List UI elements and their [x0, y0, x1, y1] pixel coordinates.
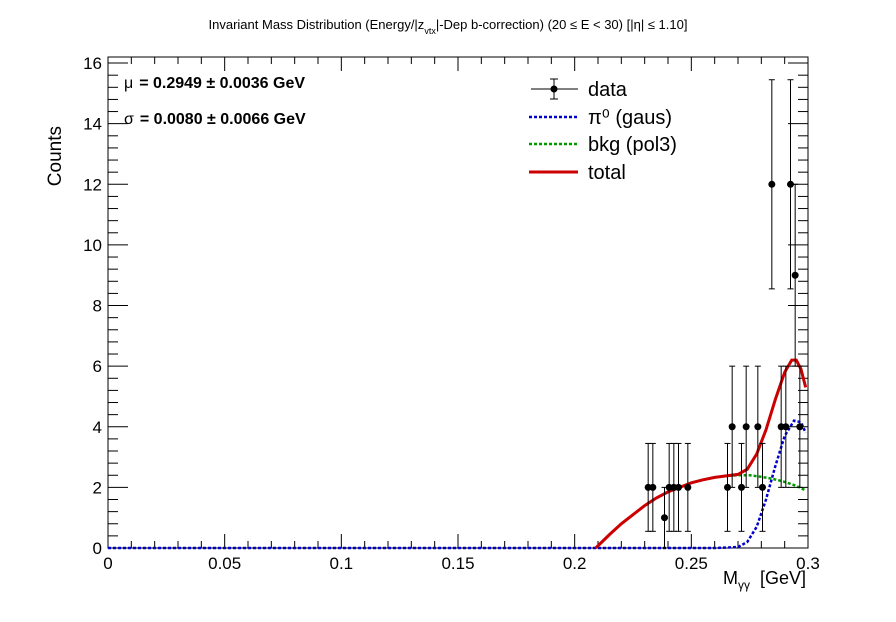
data-point	[791, 183, 799, 367]
y-axis: 0 2 4 6 8 10 12 14 16	[83, 54, 808, 558]
data-point	[796, 365, 804, 488]
x-axis-label-sub: γγ	[738, 578, 750, 592]
legend-entry-data: data	[531, 78, 628, 101]
data-point-marker	[742, 423, 750, 431]
data-point-marker	[754, 423, 762, 431]
y-tick-label: 14	[83, 115, 102, 134]
legend-total-label: total	[588, 162, 626, 184]
chart-title-main: Invariant Mass Distribution (Energy/|z	[209, 17, 425, 32]
fit-param-mu: μ = 0.2949 ± 0.0036 GeV	[124, 75, 305, 92]
data-point	[738, 442, 745, 532]
data-point-marker	[759, 483, 766, 491]
data-point-marker	[684, 483, 692, 491]
plot-frame	[107, 56, 809, 549]
data-point-marker	[787, 180, 794, 188]
x-tick-label: 0.25	[675, 554, 708, 573]
data-point	[684, 442, 692, 532]
y-tick-label: 12	[83, 175, 102, 194]
x-tick-label: 0.3	[796, 554, 820, 573]
total-curve	[594, 358, 808, 550]
data-point	[768, 79, 776, 290]
y-tick-label: 8	[93, 297, 102, 316]
y-tick-label: 6	[93, 357, 102, 376]
bkg-curve	[594, 474, 807, 549]
x-tick-label: 0	[103, 554, 112, 573]
legend-entry-gaus: π⁰ (gaus)	[529, 107, 672, 129]
fit-curves	[108, 358, 808, 550]
x-axis-label-unit: [GeV]	[750, 568, 806, 588]
chart-title-rest: |-Dep b-correction) (20 ≤ E < 30) [|η| ≤…	[436, 17, 688, 32]
data-point	[754, 365, 762, 488]
data-point	[787, 79, 794, 290]
data-point-marker	[768, 180, 776, 188]
data-point-marker	[796, 423, 804, 431]
chart-title-sub: vtx	[424, 26, 436, 36]
y-tick-label: 0	[93, 539, 102, 558]
data-point	[728, 365, 736, 488]
fit-param-mu-symbol: μ	[124, 75, 133, 92]
y-tick-label: 10	[83, 236, 102, 255]
legend-gaus-label: π⁰ (gaus)	[588, 107, 672, 129]
data-point	[759, 442, 766, 532]
y-tick-label: 4	[93, 418, 102, 437]
x-axis-label: Mγγ [GeV]	[723, 568, 806, 592]
gaus-curve	[108, 419, 807, 550]
legend-entry-bkg: bkg (pol3)	[529, 134, 677, 156]
fit-param-sigma: σ = 0.0080 ± 0.0066 GeV	[124, 111, 306, 128]
x-tick-label: 0.05	[208, 554, 241, 573]
legend-entry-total: total	[529, 162, 626, 184]
legend-bkg-label: bkg (pol3)	[588, 134, 677, 156]
data-point	[649, 442, 657, 532]
data-point	[675, 442, 682, 532]
data-point-marker	[782, 423, 790, 431]
data-point-marker	[728, 423, 736, 431]
y-tick-label: 16	[83, 54, 102, 73]
x-tick-label: 0.2	[563, 554, 587, 573]
legend: data π⁰ (gaus) bkg (pol3) total	[529, 78, 677, 184]
data-point	[742, 365, 750, 488]
data-point-marker	[724, 483, 731, 491]
data-point	[782, 365, 790, 488]
x-tick-label: 0.1	[330, 554, 354, 573]
chart-title: Invariant Mass Distribution (Energy/|zvt…	[209, 17, 688, 36]
y-tick-label: 2	[93, 478, 102, 497]
data-point-marker	[675, 483, 682, 491]
x-axis: 0 0.05 0.1 0.15 0.2 0.25 0.3	[103, 57, 820, 573]
data-point-marker	[649, 483, 657, 491]
y-axis-label: Counts	[45, 126, 66, 186]
legend-data-label: data	[588, 79, 628, 101]
data-point-marker	[738, 483, 745, 491]
data-point	[661, 486, 668, 549]
x-tick-label: 0.15	[441, 554, 474, 573]
data-point	[724, 442, 731, 532]
fit-param-sigma-text: = 0.0080 ± 0.0066 GeV	[140, 111, 306, 128]
fit-param-sigma-symbol: σ	[124, 111, 134, 128]
x-axis-label-main: M	[723, 568, 738, 588]
legend-data-marker	[550, 85, 558, 93]
data-point-marker	[661, 514, 668, 522]
data-points	[644, 79, 804, 549]
data-point-marker	[791, 271, 799, 279]
fit-param-mu-text: = 0.2949 ± 0.0036 GeV	[139, 75, 305, 92]
